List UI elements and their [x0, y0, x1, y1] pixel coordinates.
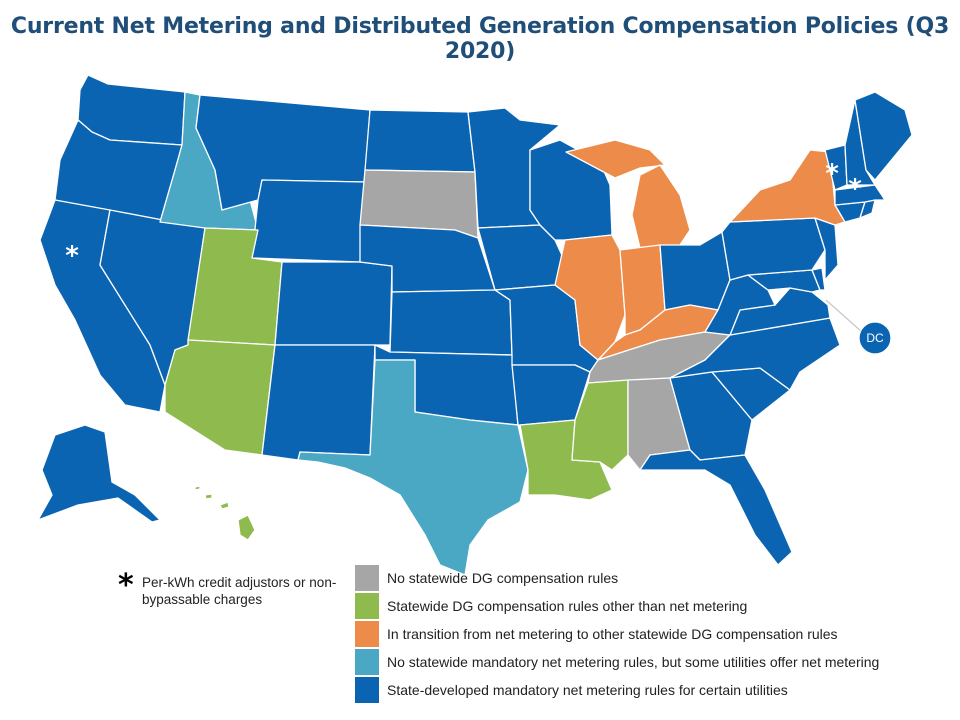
state-mississippi: [571, 379, 629, 471]
legend-swatch-lightblue: [355, 649, 379, 675]
state-arizona: [164, 339, 276, 456]
state-florida: [639, 449, 793, 566]
legend-swatch-green: [355, 593, 379, 619]
star-marker-vermont: *: [825, 159, 839, 189]
legend-label-green: Statewide DG compensation rules other th…: [387, 598, 748, 614]
map-title: Current Net Metering and Distributed Gen…: [10, 14, 950, 64]
legend-label-gray: No statewide DG compensation rules: [387, 570, 619, 586]
state-texas: [297, 359, 529, 576]
asterisk-icon: *: [118, 568, 134, 603]
state-pennsylvania: [721, 217, 826, 281]
dc-leader-line: [825, 299, 863, 333]
state-north-dakota: [364, 109, 476, 173]
legend-swatch-gray: [355, 565, 379, 591]
legend-swatch-orange: [355, 621, 379, 647]
state-new-hampshire: [844, 99, 876, 186]
state-wyoming: [251, 179, 366, 263]
star-marker-new-hampshire: *: [848, 174, 862, 204]
star-note-text: Per-kWh credit adjustors or non-bypassab…: [142, 575, 337, 607]
legend-swatch-darkblue: [355, 677, 379, 703]
state-michigan: [565, 139, 691, 249]
legend-label-darkblue: State-developed mandatory net metering r…: [387, 682, 788, 698]
dc-label: DC: [866, 331, 884, 345]
star-marker-california: *: [65, 241, 79, 271]
state-district-of-columbia: [858, 321, 892, 355]
state-hawaii: [194, 485, 256, 541]
state-alaska: [37, 424, 161, 523]
state-colorado: [274, 261, 393, 346]
legend-label-lightblue: No statewide mandatory net metering rule…: [387, 654, 880, 670]
state-kansas: [389, 289, 513, 356]
state-new-mexico: [261, 344, 376, 461]
state-maine: [854, 91, 913, 181]
state-delaware: [811, 267, 826, 291]
legend-label-orange: In transition from net metering to other…: [387, 626, 838, 642]
